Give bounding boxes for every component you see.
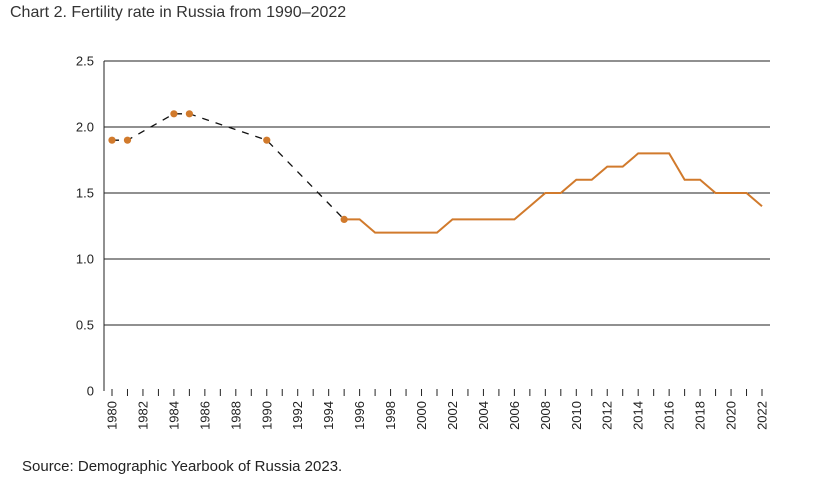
x-tick-label: 2014 [631, 401, 646, 430]
x-tick-label: 1984 [166, 401, 181, 430]
x-tick-label: 1994 [321, 401, 336, 430]
data-point-marker [185, 110, 193, 118]
y-tick-label: 0 [87, 384, 94, 399]
x-tick-label: 2000 [414, 401, 429, 430]
axes [103, 61, 763, 396]
x-tick-label: 1980 [105, 401, 120, 430]
series [108, 110, 763, 234]
y-tick-labels: 0 0.5 1.0 1.5 2.0 2.5 [76, 54, 94, 399]
x-tick-label: 1986 [197, 401, 212, 430]
data-point-marker [263, 136, 271, 144]
x-tick-label: 1998 [383, 401, 398, 430]
x-tick-label: 1982 [135, 401, 150, 430]
x-tick-label: 2022 [755, 401, 770, 430]
x-tick-label: 2018 [693, 401, 708, 430]
x-tick-label: 1990 [259, 401, 274, 430]
y-tick-label: 1.0 [76, 252, 94, 267]
y-tick-label: 2.5 [76, 54, 94, 69]
y-tick-label: 2.0 [76, 120, 94, 135]
x-tick-label: 2016 [662, 401, 677, 430]
y-tick-label: 0.5 [76, 318, 94, 333]
x-tick-label: 2004 [476, 401, 491, 430]
data-point-marker [170, 110, 178, 118]
series-dashed-line [112, 113, 345, 220]
x-tick-label: 2010 [569, 401, 584, 430]
x-tick-label: 2012 [600, 401, 615, 430]
x-tick-label: 2008 [538, 401, 553, 430]
data-point-marker [123, 136, 132, 144]
x-tick-labels: 1980 1982 1984 1986 1988 1990 1992 1994 1996 1998… [105, 401, 770, 430]
data-point-marker [108, 136, 116, 144]
chart-title: Chart 2. Fertility rate in Russia from 1… [10, 4, 347, 21]
x-tick-label: 1992 [290, 401, 305, 430]
gridlines [104, 60, 770, 326]
x-tick-label: 2002 [445, 401, 460, 430]
x-tick-label: 2006 [507, 401, 522, 430]
chart-source-note: Source: Demographic Yearbook of Russia 2… [22, 458, 343, 475]
series-solid-line [344, 152, 763, 234]
x-tick-label: 2020 [724, 401, 739, 430]
x-tick-label: 1996 [352, 401, 367, 430]
y-tick-label: 1.5 [76, 186, 94, 201]
x-tick-label: 1988 [228, 401, 243, 430]
